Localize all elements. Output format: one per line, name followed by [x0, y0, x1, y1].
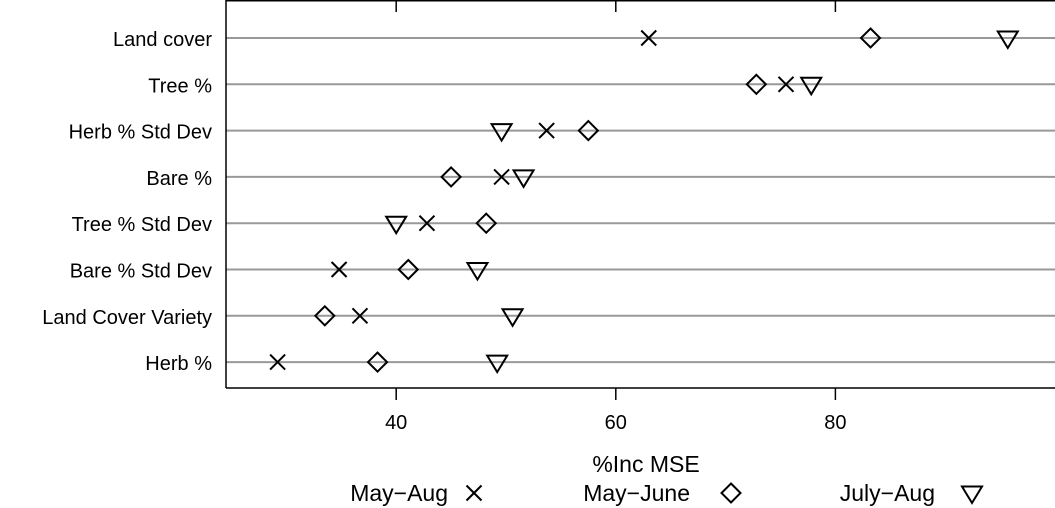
point-may-june-land-cover-variety: [313, 304, 336, 327]
axes: 40 60 80: [225, 0, 1055, 434]
category-label-tree-pct: Tree %: [148, 75, 212, 97]
point-may-aug-land-cover-variety: [351, 307, 369, 325]
point-may-aug-herb-pct: [269, 353, 286, 371]
point-may-june-herb-pct: [366, 351, 389, 374]
point-may-aug-bare-pct-std-dev: [330, 261, 348, 278]
category-label-herb-pct: Herb %: [145, 353, 212, 375]
data-points: [269, 27, 1020, 375]
gridlines: [226, 37, 1055, 364]
point-may-june-herb-pct-std-dev: [577, 119, 600, 142]
point-may-june-tree-pct: [745, 73, 768, 96]
point-may-aug-land-cover: [640, 29, 657, 47]
point-may-aug-tree-pct-std-dev: [418, 214, 436, 232]
point-may-june-tree-pct-std-dev: [475, 212, 498, 235]
category-label-bare-pct: Bare %: [146, 168, 212, 190]
point-july-aug-land-cover: [996, 30, 1020, 50]
legend: May−Aug May−June July−Aug: [350, 480, 984, 506]
point-july-aug-tree-pct: [799, 76, 824, 97]
point-july-aug-tree-pct-std-dev: [384, 215, 408, 236]
x-tick-label-80: 80: [824, 412, 846, 434]
category-label-herb-pct-std-dev: Herb % Std Dev: [69, 122, 212, 144]
point-may-june-land-cover: [859, 27, 882, 49]
legend-marker-may-june: [720, 482, 742, 504]
legend-marker-may-aug: [465, 484, 483, 502]
x-tick-label-60: 60: [605, 412, 627, 434]
point-july-aug-herb-pct: [485, 354, 509, 375]
point-may-aug-tree-pct: [777, 76, 795, 93]
category-label-land-cover: Land cover: [113, 29, 212, 51]
point-july-aug-land-cover-variety: [500, 308, 525, 328]
point-may-aug-herb-pct-std-dev: [538, 122, 555, 139]
point-may-june-bare-pct-std-dev: [397, 258, 420, 281]
x-tick-label-40: 40: [385, 412, 407, 434]
category-label-bare-pct-std-dev: Bare % Std Dev: [70, 261, 212, 283]
legend-label-may-aug: May−Aug: [350, 480, 448, 506]
point-july-aug-bare-pct: [511, 169, 536, 189]
legend-label-may-june: May−June: [583, 480, 690, 506]
x-axis-title: %Inc MSE: [592, 451, 699, 477]
category-label-tree-pct-std-dev: Tree % Std Dev: [72, 214, 212, 236]
point-may-aug-bare-pct: [493, 168, 510, 186]
category-label-land-cover-variety: Land Cover Variety: [42, 307, 212, 329]
point-may-june-bare-pct: [440, 165, 463, 188]
legend-label-july-aug: July−Aug: [840, 480, 935, 506]
category-labels: Land cover Tree % Herb % Std Dev Bare % Tree…: [42, 29, 212, 375]
point-july-aug-bare-pct-std-dev: [465, 262, 490, 282]
point-july-aug-herb-pct-std-dev: [489, 123, 514, 143]
legend-marker-july-aug: [960, 485, 984, 505]
